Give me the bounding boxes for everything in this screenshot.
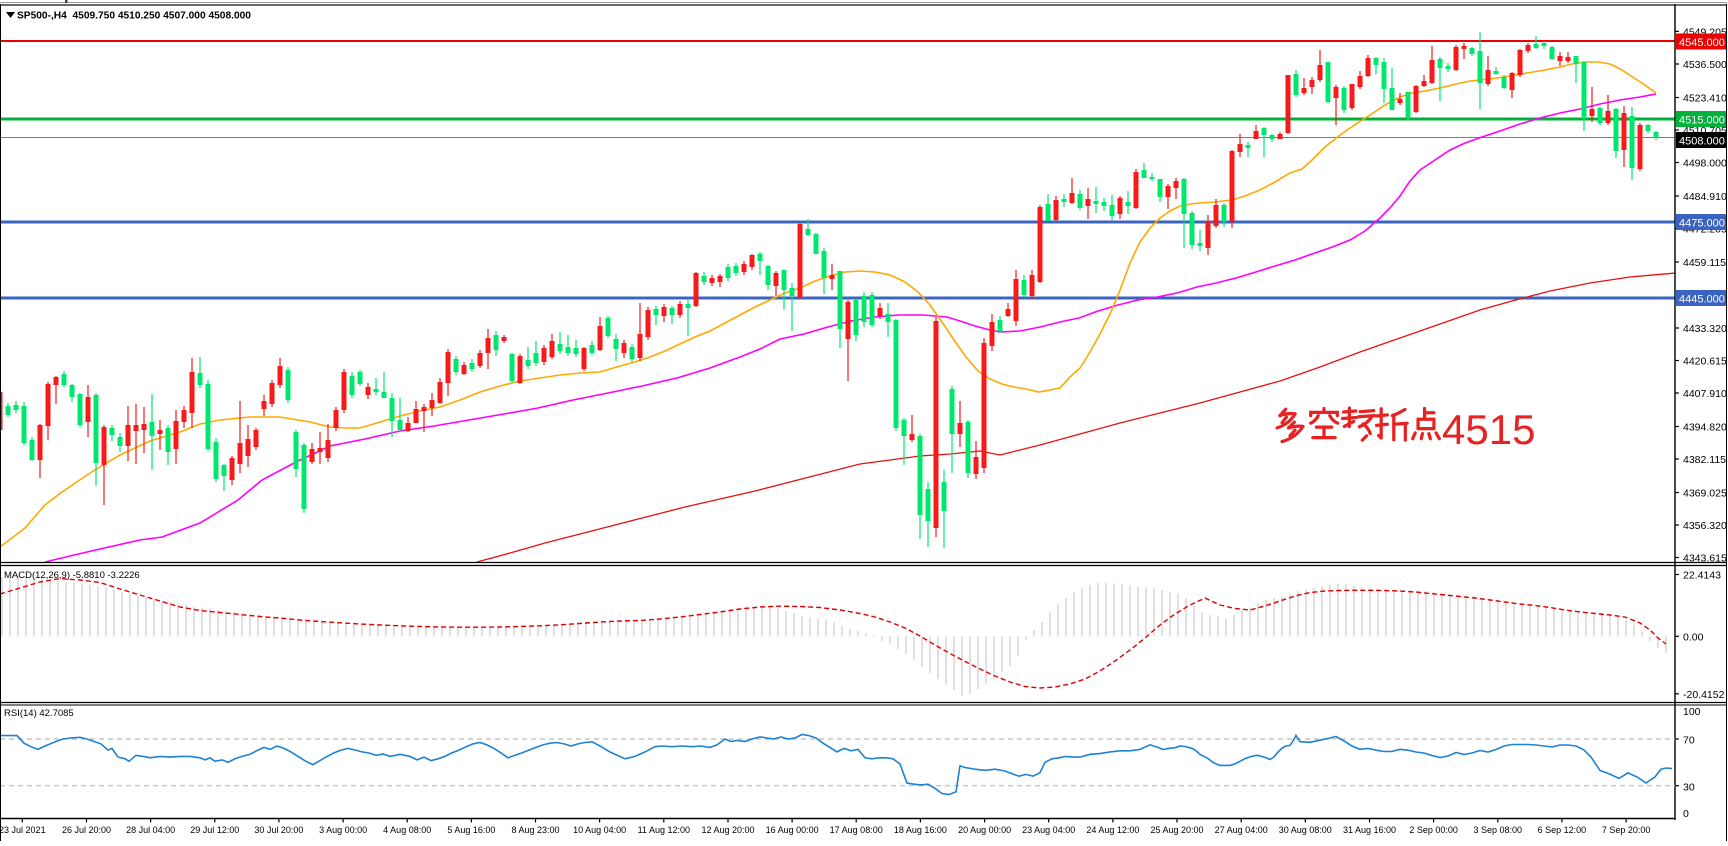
svg-text:0.00: 0.00 (1683, 631, 1704, 643)
svg-text:SP500-,H4 4509.750 4510.250 4: SP500-,H4 4509.750 4510.250 4507.000 450… (17, 11, 251, 22)
svg-text:7 Sep 20:00: 7 Sep 20:00 (1602, 825, 1651, 835)
svg-text:24 Aug 12:00: 24 Aug 12:00 (1086, 825, 1139, 835)
svg-text:27 Aug 04:00: 27 Aug 04:00 (1215, 825, 1268, 835)
svg-text:22.4143: 22.4143 (1683, 570, 1721, 582)
svg-text:4515: 4515 (1442, 406, 1535, 453)
svg-text:28 Jul 04:00: 28 Jul 04:00 (126, 825, 175, 835)
svg-text:4343.615: 4343.615 (1683, 553, 1727, 565)
svg-text:26 Jul 20:00: 26 Jul 20:00 (62, 825, 111, 835)
svg-text:100: 100 (1683, 706, 1701, 718)
svg-text:5 Aug 16:00: 5 Aug 16:00 (447, 825, 495, 835)
svg-text:4 Aug 08:00: 4 Aug 08:00 (383, 825, 431, 835)
svg-text:20 Aug 00:00: 20 Aug 00:00 (958, 825, 1011, 835)
svg-text:RSI(14) 42.7085: RSI(14) 42.7085 (4, 708, 74, 719)
svg-text:29 Jul 12:00: 29 Jul 12:00 (190, 825, 239, 835)
svg-text:4433.320: 4433.320 (1683, 323, 1727, 335)
svg-text:23 Jul 2021: 23 Jul 2021 (0, 825, 46, 835)
svg-text:4394.820: 4394.820 (1683, 422, 1727, 434)
svg-text:4484.910: 4484.910 (1683, 191, 1727, 203)
svg-text:MACD(12,26,9) -5.8810 -3.2226: MACD(12,26,9) -5.8810 -3.2226 (4, 570, 140, 581)
svg-text:10 Aug 04:00: 10 Aug 04:00 (573, 825, 626, 835)
svg-text:31 Aug 16:00: 31 Aug 16:00 (1343, 825, 1396, 835)
svg-text:30 Jul 20:00: 30 Jul 20:00 (254, 825, 303, 835)
svg-text:4515.000: 4515.000 (1679, 115, 1725, 127)
svg-text:18 Aug 16:00: 18 Aug 16:00 (894, 825, 947, 835)
svg-text:4498.000: 4498.000 (1683, 158, 1727, 170)
svg-text:4545.000: 4545.000 (1679, 37, 1725, 49)
svg-text:4508.000: 4508.000 (1679, 136, 1725, 148)
svg-text:4475.000: 4475.000 (1679, 218, 1725, 230)
svg-text:4369.025: 4369.025 (1683, 488, 1727, 500)
svg-text:23 Aug 04:00: 23 Aug 04:00 (1022, 825, 1075, 835)
svg-text:25 Aug 20:00: 25 Aug 20:00 (1150, 825, 1203, 835)
svg-text:4407.910: 4407.910 (1683, 388, 1727, 400)
svg-text:3 Sep 08:00: 3 Sep 08:00 (1474, 825, 1523, 835)
svg-text:0: 0 (1683, 808, 1689, 820)
svg-text:4356.320: 4356.320 (1683, 520, 1727, 532)
svg-text:17 Aug 08:00: 17 Aug 08:00 (830, 825, 883, 835)
svg-text:8 Aug 23:00: 8 Aug 23:00 (511, 825, 559, 835)
svg-text:2 Sep 00:00: 2 Sep 00:00 (1409, 825, 1458, 835)
svg-text:4420.615: 4420.615 (1683, 356, 1727, 368)
svg-text:12 Aug 20:00: 12 Aug 20:00 (701, 825, 754, 835)
svg-text:70: 70 (1683, 735, 1695, 747)
svg-text:4536.500: 4536.500 (1683, 59, 1727, 71)
svg-text:3 Aug 00:00: 3 Aug 00:00 (319, 825, 367, 835)
svg-text:4445.000: 4445.000 (1679, 294, 1725, 306)
svg-text:30: 30 (1683, 781, 1695, 793)
svg-text:30 Aug 08:00: 30 Aug 08:00 (1279, 825, 1332, 835)
svg-text:6 Sep 12:00: 6 Sep 12:00 (1538, 825, 1587, 835)
svg-text:4382.115: 4382.115 (1683, 454, 1726, 466)
svg-text:16 Aug 00:00: 16 Aug 00:00 (766, 825, 819, 835)
svg-text:11 Aug 12:00: 11 Aug 12:00 (638, 825, 690, 835)
svg-text:-20.4152: -20.4152 (1683, 689, 1725, 701)
svg-text:4523.410: 4523.410 (1683, 93, 1727, 105)
svg-text:4459.115: 4459.115 (1683, 257, 1726, 269)
